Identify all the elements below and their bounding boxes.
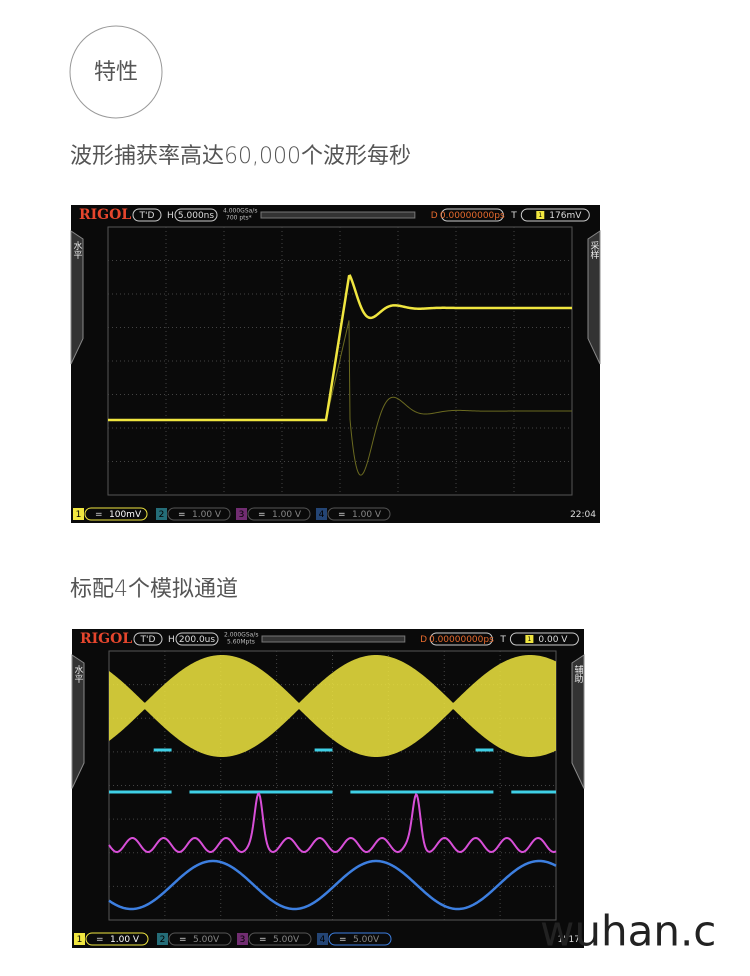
section-title: 波形捕获率高达60,000个波形每秒 bbox=[70, 144, 411, 169]
right-tab-label: 辅助 bbox=[573, 664, 584, 684]
channel-coupling: = bbox=[339, 935, 347, 945]
timebase-box bbox=[174, 208, 218, 222]
brand: RIGOL bbox=[79, 207, 131, 223]
mode: T'D bbox=[139, 211, 155, 221]
channel-scale: 100mV bbox=[109, 510, 142, 520]
channel-number: 4 bbox=[319, 510, 325, 520]
trace-ch3 bbox=[108, 792, 557, 854]
sample-rate: 4.000GSa/s bbox=[223, 208, 257, 215]
channel-scale: 5.00V bbox=[353, 935, 380, 945]
channel-number: 2 bbox=[159, 510, 165, 520]
channel-box bbox=[327, 507, 391, 521]
right-tab-label: 采样 bbox=[589, 241, 600, 260]
channel-coupling: = bbox=[96, 935, 104, 945]
trigger-level: 0.00 V bbox=[538, 635, 568, 645]
channel-coupling: = bbox=[259, 935, 267, 945]
channel-coupling: = bbox=[179, 935, 187, 945]
memory-strip bbox=[260, 211, 416, 219]
sample-rate: 2.000GSa/s bbox=[224, 632, 258, 639]
channel-coupling: = bbox=[178, 510, 186, 520]
trace-ch1 bbox=[108, 274, 572, 422]
channel-box bbox=[248, 932, 312, 946]
channel-box bbox=[84, 507, 148, 521]
channel-box bbox=[167, 507, 231, 521]
mode-box bbox=[132, 208, 162, 222]
left-tab bbox=[71, 654, 85, 789]
channel-tag bbox=[237, 933, 248, 945]
trigger-channel: 1 bbox=[527, 636, 531, 643]
channel-number: 3 bbox=[239, 510, 245, 520]
section-title: 标配4个模拟通道 bbox=[70, 577, 238, 602]
mode: T'D bbox=[140, 635, 156, 645]
badge-text: 特性 bbox=[94, 60, 138, 85]
right-tab bbox=[587, 230, 601, 365]
channel-coupling: = bbox=[95, 510, 103, 520]
channel-scale: 1.00 V bbox=[192, 510, 222, 520]
channel-coupling: = bbox=[258, 510, 266, 520]
channel-tag bbox=[316, 508, 327, 520]
timebase-box bbox=[175, 632, 219, 646]
trace-ch1-envelope bbox=[109, 655, 556, 757]
channel-tag bbox=[74, 933, 85, 945]
oscilloscope: RIGOL T'D H 200.0us 2.000GSa/s5.60Mpts D 0.000… bbox=[71, 629, 585, 948]
channel-tag bbox=[73, 508, 84, 520]
channel-box bbox=[85, 932, 149, 946]
trigger-channel-box bbox=[536, 211, 545, 219]
memory-strip bbox=[261, 635, 406, 643]
channel-scale: 1.00 V bbox=[272, 510, 302, 520]
left-tab-label: 水平 bbox=[73, 664, 84, 684]
delay-box bbox=[429, 632, 493, 646]
delay: 0.00000000ps bbox=[440, 211, 505, 221]
channel-tag bbox=[236, 508, 247, 520]
trigger-channel: 1 bbox=[538, 212, 542, 219]
channel-tag bbox=[317, 933, 328, 945]
channel-number: 3 bbox=[240, 935, 246, 945]
channel-number: 4 bbox=[320, 935, 326, 945]
channel-number: 1 bbox=[77, 935, 83, 945]
channel-box bbox=[168, 932, 232, 946]
channel-box bbox=[247, 507, 311, 521]
watermark: wuhan.c bbox=[540, 907, 716, 956]
trigger-level: 176mV bbox=[549, 211, 582, 221]
channel-tag bbox=[156, 508, 167, 520]
channel-number: 1 bbox=[76, 510, 82, 520]
memory: 700 pts* bbox=[226, 215, 252, 222]
channel-scale: 5.00V bbox=[273, 935, 300, 945]
right-tab bbox=[571, 654, 585, 789]
trigger-box bbox=[520, 208, 590, 222]
d-label: D bbox=[431, 211, 438, 221]
clock: 22:04 bbox=[570, 510, 596, 520]
badge-circle bbox=[69, 25, 163, 119]
trigger-box bbox=[509, 632, 579, 646]
channel-number: 2 bbox=[160, 935, 166, 945]
t-label: T bbox=[510, 211, 517, 221]
memory: 5.60Mpts bbox=[227, 639, 255, 646]
channel-scale: 5.00V bbox=[193, 935, 220, 945]
channel-scale: 1.00 V bbox=[352, 510, 382, 520]
h-label: H bbox=[168, 635, 175, 645]
t-label: T bbox=[499, 635, 506, 645]
mode-box bbox=[133, 632, 163, 646]
h-label: H bbox=[167, 211, 174, 221]
delay: 0.00000000ps bbox=[429, 635, 494, 645]
timebase: 200.0us bbox=[179, 635, 215, 645]
channel-box bbox=[328, 932, 392, 946]
left-tab-label: 水平 bbox=[72, 240, 83, 260]
clock: 1' 17 bbox=[557, 935, 580, 945]
channel-tag bbox=[157, 933, 168, 945]
brand: RIGOL bbox=[80, 631, 132, 647]
timebase: 5.000ns bbox=[178, 211, 214, 221]
trigger-channel-box bbox=[525, 635, 534, 643]
d-label: D bbox=[420, 635, 427, 645]
left-tab bbox=[70, 230, 84, 365]
trace-ch4 bbox=[108, 859, 557, 911]
delay-box bbox=[440, 208, 504, 222]
channel-scale: 1.00 V bbox=[110, 935, 140, 945]
channel-coupling: = bbox=[338, 510, 346, 520]
